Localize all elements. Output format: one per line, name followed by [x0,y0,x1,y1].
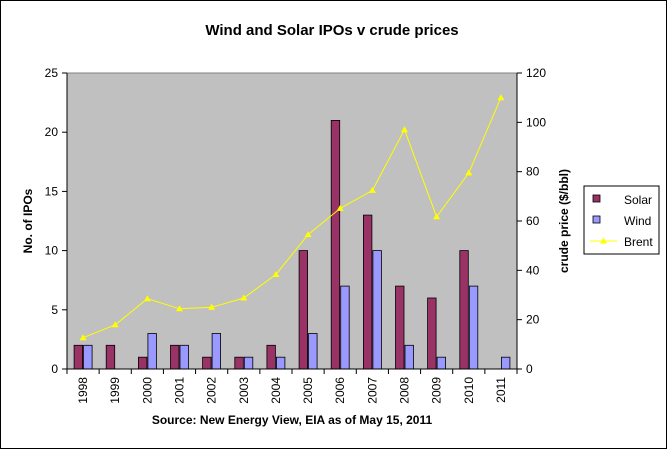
bar-solar-2006 [330,120,341,370]
bar-wind-1998 [83,344,93,370]
bar-wind-2002 [211,333,222,370]
bar-solar-2009 [427,297,437,370]
plot-area [66,72,518,370]
axes-layer: 0 5 10 15 20 25 0 20 40 60 80 100 120 1998 1999 2000 200… [45,66,547,404]
bar-wind-2005 [308,333,318,370]
x-tick-label-2008: 2008 [398,377,412,404]
bar-solar-1998 [73,344,83,370]
x-tick-label-1999: 1999 [108,377,122,404]
y2-tick-label: 120 [526,66,546,80]
x-tick-label-2009: 2009 [430,377,444,404]
source-note: Source: New Energy View, EIA as of May 1… [152,413,433,427]
x-tick-label-2001: 2001 [173,377,187,404]
brent-point-2000 [143,295,151,302]
bar-wind-2009 [436,356,447,370]
brent-point-2011 [497,94,505,101]
brent-point-2003 [240,294,248,301]
bar-wind-2004 [275,356,286,370]
y2-tick-label: 20 [526,313,540,327]
brent-line-layer [79,94,505,341]
x-tick-label-2000: 2000 [140,377,154,404]
x-tick-label-1998: 1998 [76,377,90,404]
y-tick-label: 15 [45,184,59,198]
y-tick-label: 5 [51,303,58,317]
bar-solar-2003 [234,356,244,370]
x-tick-label-2002: 2002 [205,377,219,404]
bar-wind-2008 [404,344,414,370]
legend-swatch-solar [592,194,601,203]
bars-layer [73,120,511,370]
bar-solar-2005 [298,250,309,370]
x-tick-label-2005: 2005 [301,377,315,404]
x-tick-label-2010: 2010 [462,377,476,404]
legend-label-wind: Wind [624,214,651,228]
brent-point-2004 [272,271,280,277]
bar-wind-2001 [179,344,189,370]
brent-point-2007 [368,186,376,193]
legend-swatch-wind [592,215,601,224]
bar-solar-2007 [362,214,373,370]
y2-tick-label: 0 [526,362,533,376]
brent-line [82,97,502,339]
y2-tick-label: 40 [526,263,540,277]
y-tick-label: 25 [45,66,59,80]
chart-title: Wind and Solar IPOs v crude prices [205,22,458,39]
brent-point-1998 [79,334,87,341]
y2-tick-label: 100 [526,115,546,129]
brent-point-1999 [111,321,119,328]
x-tick-label-2007: 2007 [365,377,379,404]
brent-point-2005 [304,231,312,238]
bar-solar-2004 [266,344,276,370]
brent-point-2010 [465,169,473,176]
x-tick-label-2003: 2003 [237,377,251,404]
bar-solar-2010 [459,250,469,370]
bar-solar-2000 [137,356,148,370]
y2-tick-label: 60 [526,214,540,228]
brent-point-2008 [401,126,408,133]
bar-wind-2011 [500,356,511,370]
brent-point-2006 [336,204,344,211]
bar-solar-2002 [202,356,212,370]
y-tick-label: 20 [45,125,59,139]
bar-solar-1999 [105,344,116,370]
bar-wind-2010 [468,285,479,370]
brent-point-2002 [208,303,216,310]
y-axis-label: No. of IPOs [21,188,35,253]
bar-wind-2006 [340,285,350,370]
brent-point-2001 [176,305,183,312]
bar-wind-2003 [243,356,254,370]
x-tick-label-2011: 2011 [494,377,508,403]
brent-point-2009 [433,213,441,220]
y2-tick-label: 80 [526,165,540,179]
y-tick-label: 0 [51,362,58,376]
bar-solar-2008 [395,285,405,370]
x-tick-label-2004: 2004 [269,377,283,404]
x-tick-label-2006: 2006 [333,377,347,404]
bar-solar-2001 [170,344,180,370]
legend-label-brent: Brent [624,235,653,249]
y-tick-label: 10 [45,244,59,258]
legend: Solar Wind Brent [583,185,660,255]
y2-axis-label: crude price ($/bbl) [557,169,571,273]
legend-marker-brent [600,237,607,244]
bar-wind-2007 [372,250,382,370]
bar-wind-2000 [147,333,157,370]
legend-label-solar: Solar [624,193,652,207]
